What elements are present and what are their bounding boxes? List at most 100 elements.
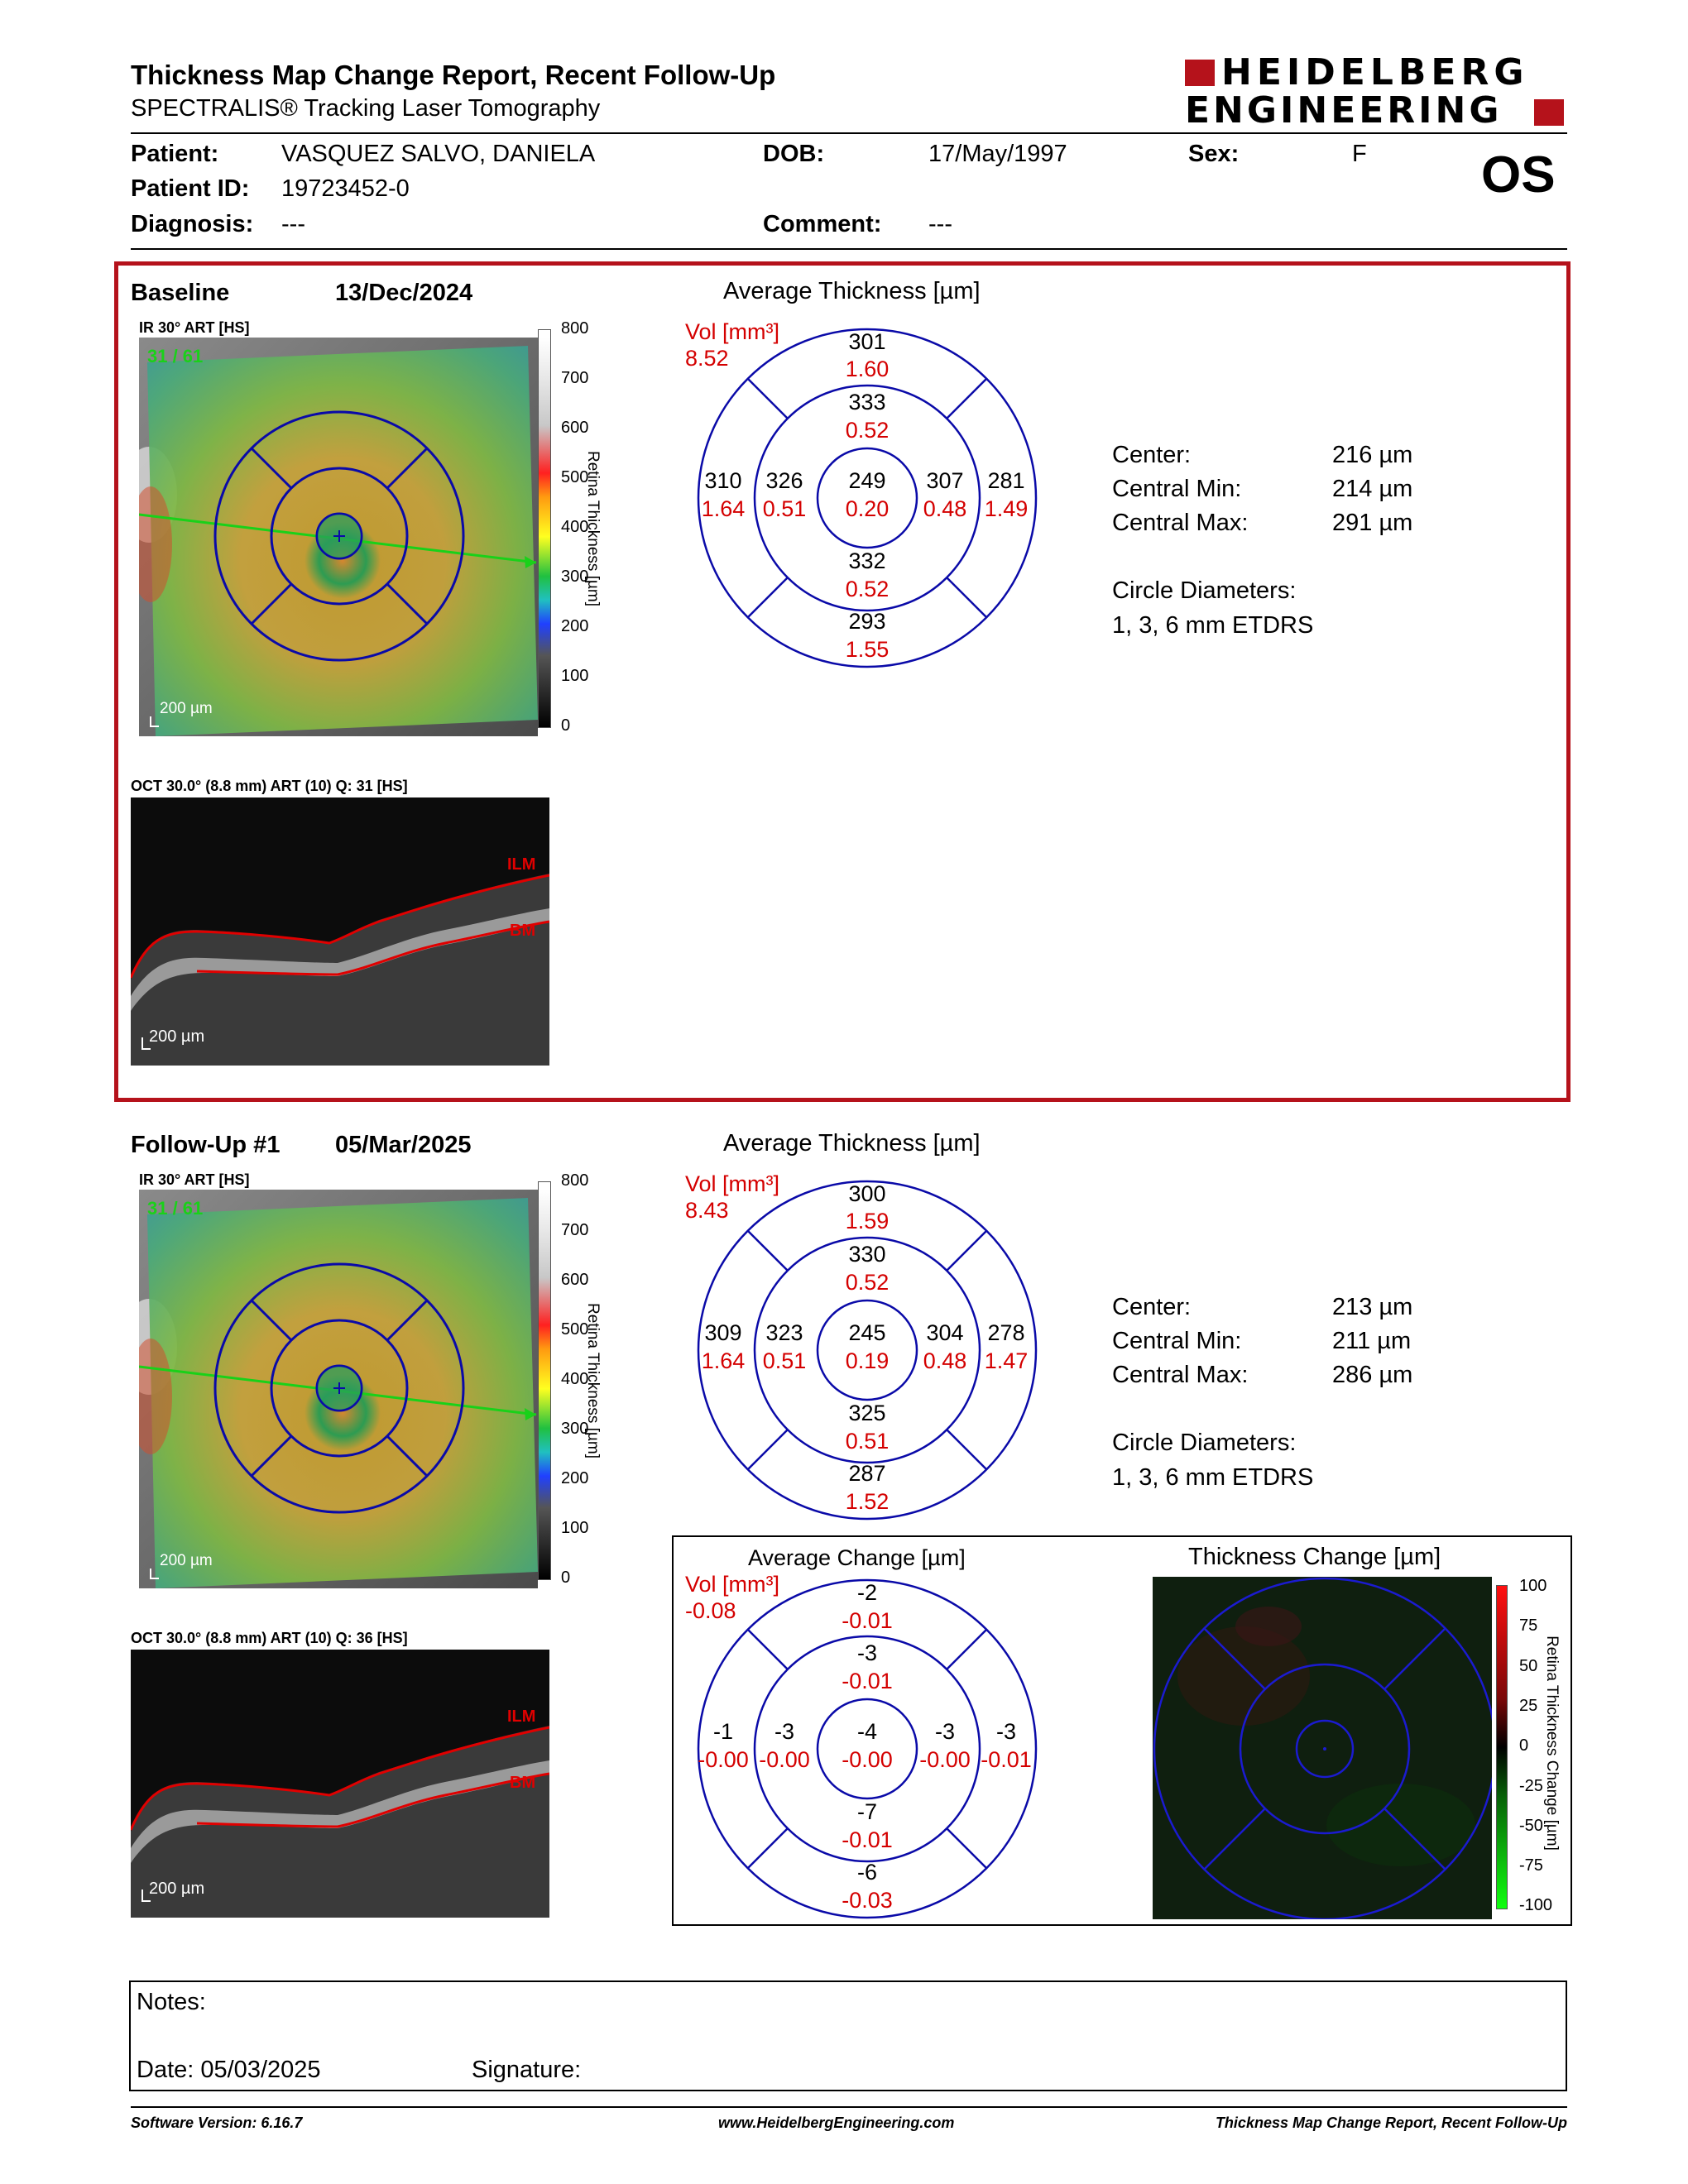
followup-superior-inner: 330 (848, 1242, 886, 1267)
followup-ilm-label: ILM (507, 1707, 536, 1726)
change-temporal-inner: -3 (774, 1719, 794, 1744)
colorbar-tick: 25 (1519, 1697, 1538, 1715)
eye-indicator: OS (1481, 146, 1556, 204)
change-inferior-inner: -7 (856, 1799, 877, 1824)
colorbar-tick: -25 (1519, 1777, 1543, 1795)
colorbar-tick: 400 (561, 1370, 589, 1388)
colorbar-tick: -50 (1519, 1817, 1543, 1835)
colorbar-tick: 100 (1519, 1577, 1547, 1595)
baseline-vol-label: Vol [mm³] (685, 319, 780, 344)
sex-value: F (1352, 141, 1367, 167)
change-nasal-inner-vol: -0.00 (919, 1747, 971, 1772)
change-temporal-outer: -1 (712, 1719, 733, 1744)
baseline-min-value: 214 µm (1332, 476, 1413, 502)
baseline-scan-counter: 31 / 61 (147, 346, 204, 366)
baseline-center: 249 (848, 468, 886, 493)
followup-bm-label: BM (510, 1774, 536, 1792)
baseline-min-label: Central Min: (1112, 476, 1242, 502)
baseline-oct-scale: 200 µm (149, 1027, 205, 1046)
change-superior-outer-vol: -0.01 (842, 1608, 893, 1633)
baseline-center-vol: 0.20 (845, 496, 890, 521)
followup-etdrs-title: Average Thickness [µm] (723, 1130, 981, 1157)
baseline-superior-inner-vol: 0.52 (845, 418, 890, 443)
baseline-ilm-label: ILM (507, 855, 536, 874)
heidelberg-logo: HEIDELBERG ENGINEERING (1185, 55, 1567, 129)
colorbar-tick: 50 (1519, 1657, 1538, 1675)
footer-divider (131, 2106, 1567, 2108)
change-center: -4 (856, 1719, 877, 1744)
change-nasal-outer-vol: -0.01 (981, 1747, 1032, 1772)
baseline-etdrs-grid (697, 328, 1038, 668)
baseline-inferior-outer: 293 (848, 609, 886, 634)
change-temporal-inner-vol: -0.00 (759, 1747, 810, 1772)
followup-colorbar-title: Retina Thickness [µm] (584, 1303, 602, 1458)
patient-name: VASQUEZ SALVO, DANIELA (281, 141, 596, 167)
followup-temporal-inner: 323 (765, 1320, 803, 1345)
change-superior-outer: -2 (856, 1580, 877, 1605)
baseline-colorbar-ticks: 800 700 600 500 400 300 200 100 0 (561, 319, 594, 735)
notes-label: Notes: (137, 1989, 206, 2015)
colorbar-tick: 800 (561, 1171, 589, 1190)
followup-temporal-outer-vol: 1.64 (701, 1348, 746, 1373)
change-nasal-inner: -3 (934, 1719, 955, 1744)
baseline-map-scale: 200 µm (160, 700, 213, 717)
followup-center-vol: 0.19 (845, 1348, 890, 1373)
comment-value: --- (928, 211, 952, 237)
footer-website-link[interactable]: www.HeidelbergEngineering.com (718, 2115, 955, 2131)
colorbar-tick: 200 (561, 617, 589, 635)
baseline-temporal-outer-vol: 1.64 (701, 496, 746, 521)
report-subtitle: SPECTRALIS® Tracking Laser Tomography (131, 95, 601, 122)
followup-inferior-outer: 287 (848, 1461, 886, 1486)
followup-nasal-outer-vol: 1.47 (984, 1348, 1029, 1373)
baseline-colorbar-title: Retina Thickness [µm] (584, 451, 602, 606)
patient-id-label: Patient ID: (131, 175, 250, 202)
followup-thickness-map (139, 1190, 538, 1588)
followup-ir-label: IR 30° ART [HS] (139, 1171, 250, 1188)
colorbar-tick: -100 (1519, 1896, 1553, 1914)
patient-divider (131, 248, 1567, 250)
baseline-label: Baseline (131, 280, 230, 306)
change-colorbar-ticks: 100 75 50 25 0 -25 -50 -75 -100 (1519, 1577, 1561, 1924)
colorbar-tick: 500 (561, 1320, 589, 1339)
colorbar-tick: 400 (561, 518, 589, 536)
followup-nasal-inner-vol: 0.48 (923, 1348, 967, 1373)
change-center-vol: -0.00 (842, 1747, 893, 1772)
baseline-bm-label: BM (510, 922, 536, 940)
baseline-center-label: Center: (1112, 442, 1192, 468)
change-vol-label: Vol [mm³] (685, 1572, 780, 1597)
change-map-title: Thickness Change [µm] (1188, 1544, 1441, 1570)
followup-center-label: Center: (1112, 1294, 1192, 1320)
change-frame (672, 1535, 1572, 1926)
baseline-etdrs-title: Average Thickness [µm] (723, 278, 981, 304)
change-inferior-inner-vol: -0.01 (842, 1827, 893, 1852)
baseline-superior-outer-vol: 1.60 (845, 357, 890, 381)
patient-id-value: 19723452-0 (281, 175, 410, 202)
baseline-nasal-inner-vol: 0.48 (923, 496, 967, 521)
colorbar-tick: 600 (561, 419, 589, 437)
notes-box[interactable] (129, 1980, 1567, 2091)
change-etdrs-title: Average Change [µm] (748, 1545, 966, 1570)
footer-report-name: Thickness Map Change Report, Recent Foll… (1215, 2115, 1567, 2131)
baseline-oct-label: OCT 30.0° (8.8 mm) ART (10) Q: 31 [HS] (131, 778, 408, 794)
dob-label: DOB: (763, 141, 825, 167)
colorbar-tick: 200 (561, 1469, 589, 1487)
baseline-max-label: Central Max: (1112, 510, 1249, 536)
baseline-oct-scan (131, 797, 549, 1066)
followup-circle-label: Circle Diameters: (1112, 1430, 1297, 1456)
baseline-circle-value: 1, 3, 6 mm ETDRS (1112, 612, 1314, 639)
followup-colorbar-ticks: 800 700 600 500 400 300 200 100 0 (561, 1171, 594, 1587)
followup-max-label: Central Max: (1112, 1362, 1249, 1388)
baseline-nasal-inner: 307 (926, 468, 964, 493)
change-vol-total: -0.08 (685, 1598, 736, 1623)
report-title: Thickness Map Change Report, Recent Foll… (131, 60, 776, 90)
followup-superior-outer: 300 (848, 1181, 886, 1206)
followup-scan-counter: 31 / 61 (147, 1198, 204, 1219)
followup-temporal-inner-vol: 0.51 (762, 1348, 807, 1373)
followup-oct-scale: 200 µm (149, 1880, 205, 1898)
followup-center-value: 213 µm (1332, 1294, 1413, 1320)
comment-label: Comment: (763, 211, 882, 237)
colorbar-tick: 700 (561, 1221, 589, 1239)
change-inferior-outer: -6 (856, 1860, 877, 1885)
baseline-nasal-outer: 281 (987, 468, 1025, 493)
colorbar-tick: 100 (561, 667, 589, 685)
